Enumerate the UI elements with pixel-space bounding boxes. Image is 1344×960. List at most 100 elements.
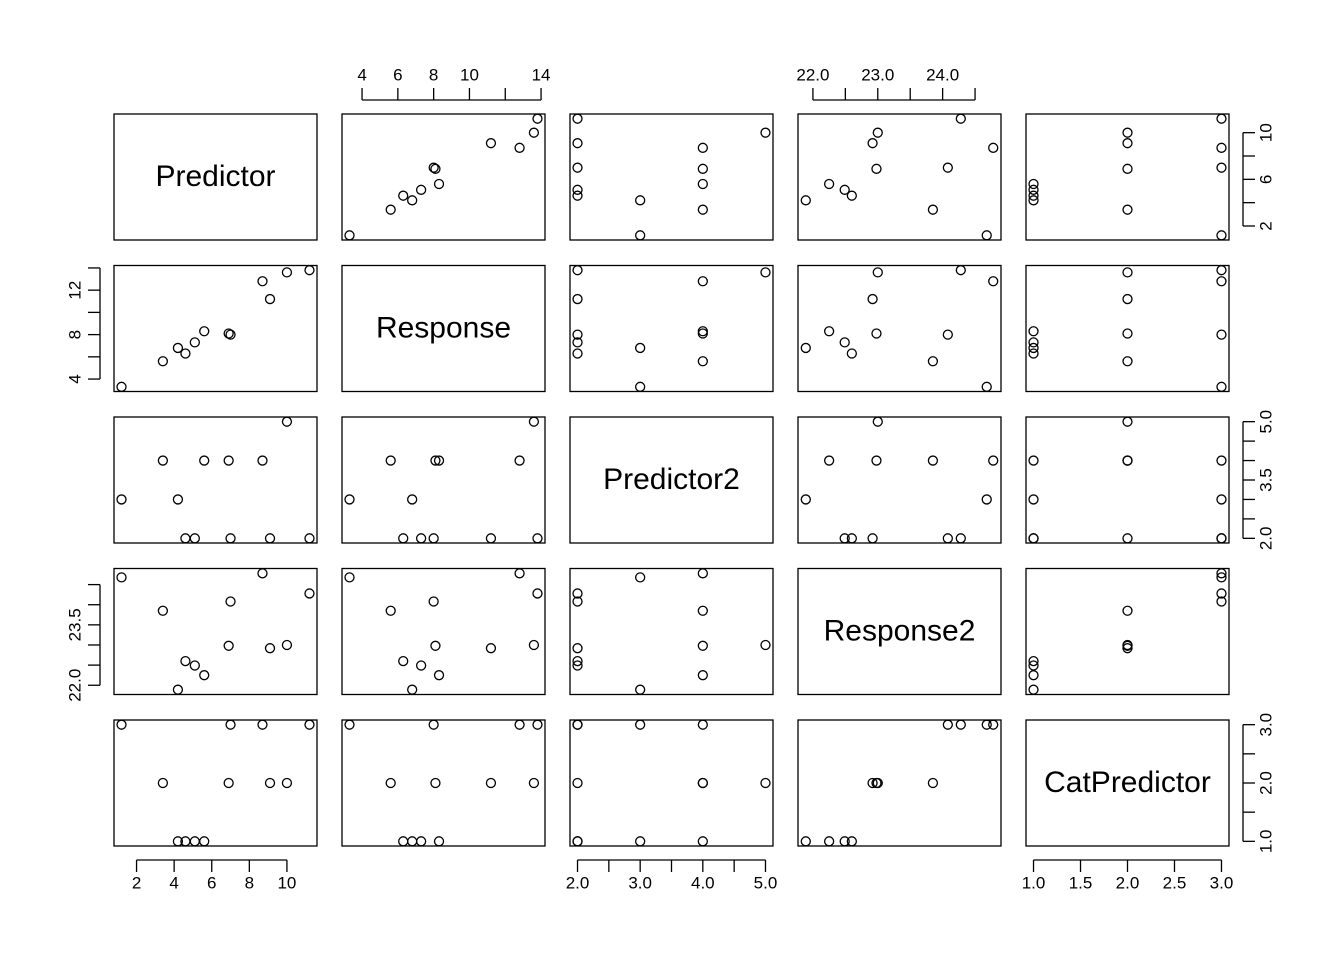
point <box>116 572 127 583</box>
point <box>172 342 184 354</box>
point <box>264 293 276 305</box>
point <box>189 836 200 847</box>
panel-frame <box>797 416 1002 544</box>
point <box>1216 455 1227 466</box>
point <box>823 455 835 466</box>
panel-frame <box>569 113 774 241</box>
point <box>1028 533 1039 544</box>
point <box>514 719 525 730</box>
tick-label: 2.0 <box>1256 527 1275 551</box>
tick-label: 22.0 <box>65 669 84 702</box>
tick-label: 1.0 <box>1256 830 1275 854</box>
point <box>697 670 708 681</box>
point <box>1122 163 1133 174</box>
point <box>955 533 966 544</box>
point <box>1028 660 1039 671</box>
point <box>304 719 315 730</box>
tick-label: 10 <box>1256 123 1275 142</box>
point <box>430 777 441 789</box>
tick-label: 4.0 <box>691 873 715 892</box>
panel-frame <box>341 416 546 544</box>
tick-label: 24.0 <box>926 65 959 84</box>
point <box>1028 655 1039 667</box>
point <box>697 178 708 190</box>
tick-label: 3.5 <box>1256 468 1275 492</box>
point <box>1028 455 1039 466</box>
point <box>514 455 525 466</box>
point <box>927 204 939 215</box>
point <box>697 605 708 616</box>
point <box>385 605 396 616</box>
point <box>760 127 771 138</box>
point <box>1028 348 1039 359</box>
point <box>428 162 439 173</box>
point <box>572 596 583 607</box>
point <box>428 596 439 607</box>
point <box>839 533 850 544</box>
point <box>572 836 583 847</box>
point <box>572 162 583 173</box>
point <box>199 455 210 466</box>
point <box>635 342 646 354</box>
point <box>635 572 646 583</box>
point <box>532 113 543 124</box>
point <box>1216 588 1227 599</box>
point <box>157 605 169 616</box>
tick-label: 22.0 <box>796 65 829 84</box>
point <box>430 163 441 174</box>
point <box>344 230 355 241</box>
panel-frame <box>797 264 1002 393</box>
point <box>955 719 966 730</box>
point <box>635 684 646 695</box>
point <box>223 455 234 466</box>
panel-frame <box>113 113 318 241</box>
point <box>1028 494 1039 505</box>
point <box>257 455 268 466</box>
point <box>223 640 234 651</box>
point <box>225 533 236 544</box>
point <box>800 195 811 206</box>
point <box>281 777 293 789</box>
point <box>257 719 268 730</box>
point <box>172 684 184 695</box>
tick-label: 1.0 <box>1022 873 1046 892</box>
point <box>281 267 293 278</box>
tick-label: 2 <box>1256 221 1275 230</box>
point <box>1122 639 1133 651</box>
point <box>344 719 355 730</box>
point <box>955 113 966 124</box>
point <box>304 533 315 544</box>
tick-label: 3.0 <box>1210 873 1234 892</box>
point <box>415 184 427 195</box>
point <box>1216 230 1227 241</box>
point <box>871 163 882 174</box>
point <box>532 533 543 544</box>
point <box>1028 326 1039 337</box>
point <box>760 267 771 278</box>
point <box>760 639 771 651</box>
panel-frame <box>113 567 318 696</box>
point <box>1122 416 1133 427</box>
point <box>1122 605 1133 616</box>
point <box>180 533 191 544</box>
panel-frame <box>341 264 546 393</box>
tick-label: 2 <box>132 873 141 892</box>
point <box>528 777 540 789</box>
point <box>635 836 646 847</box>
tick-label: 6 <box>1256 175 1275 184</box>
point <box>572 138 583 149</box>
variable-label: Predictor2 <box>603 463 740 496</box>
point <box>1122 267 1133 278</box>
point <box>407 195 418 206</box>
tick-label: 23.0 <box>861 65 894 84</box>
point <box>172 494 184 505</box>
point <box>1216 113 1227 124</box>
point <box>839 836 850 847</box>
point <box>225 719 236 730</box>
point <box>872 416 883 427</box>
point <box>433 670 445 681</box>
tick-label: 2.5 <box>1163 873 1187 892</box>
variable-label: Response <box>376 311 511 344</box>
